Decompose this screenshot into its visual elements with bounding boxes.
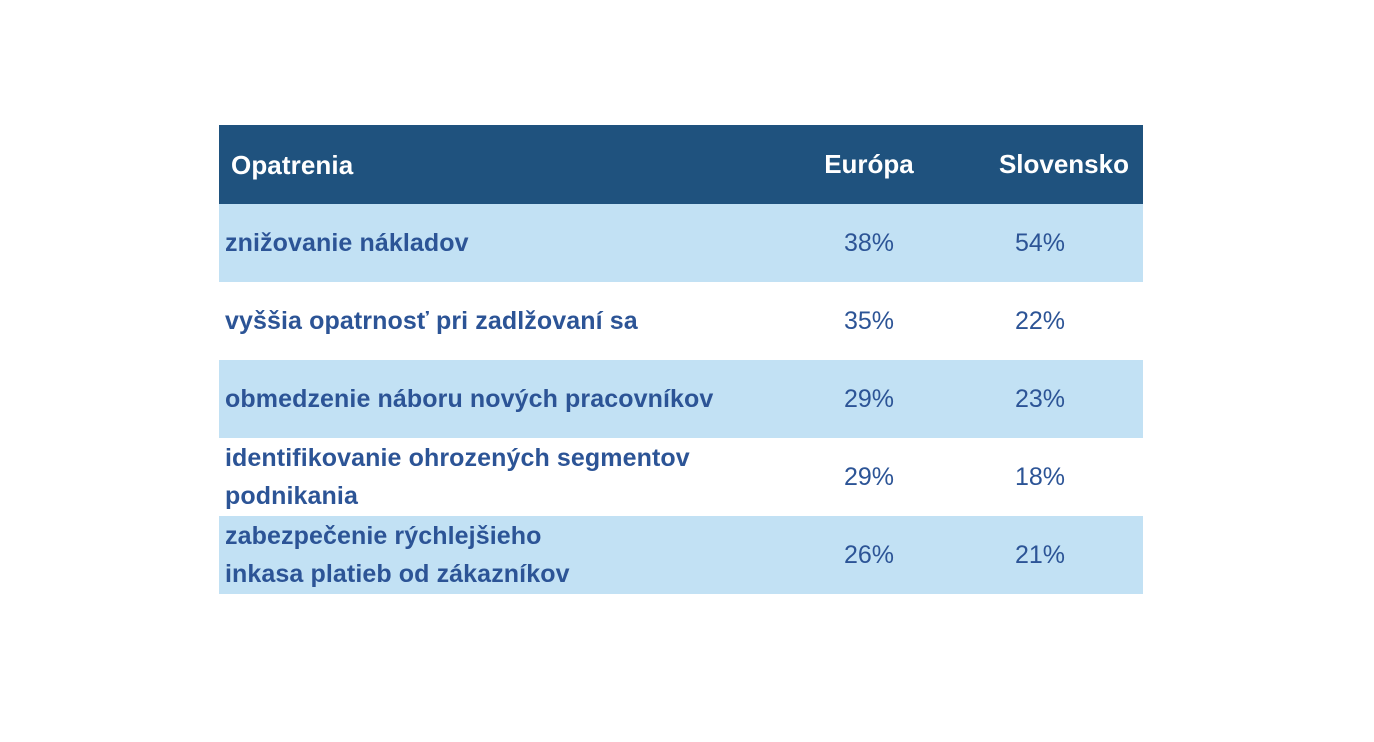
- table-row: zabezpečenie rýchlejšieho inkasa platieb …: [219, 516, 1143, 594]
- row-label-line: zabezpečenie rýchlejšieho: [225, 522, 542, 550]
- table-row: identifikovanie ohrozených segmentov podn…: [219, 438, 1143, 516]
- cell-europa: 29%: [843, 462, 895, 491]
- row-label-line: vyššia opatrnosť pri zadlžovaní sa: [225, 307, 638, 335]
- cell-europa: 29%: [843, 384, 895, 413]
- row-label: vyššia opatrnosť pri zadlžovaní sa: [219, 302, 801, 340]
- cell-europa: 26%: [843, 540, 895, 569]
- table-row: obmedzenie náboru nových pracovníkov 29% 2…: [219, 360, 1143, 438]
- cell-slovensko: 23%: [1014, 384, 1066, 413]
- row-label-line: obmedzenie náboru nových pracovníkov: [225, 385, 714, 413]
- row-label: obmedzenie náboru nových pracovníkov: [219, 380, 801, 418]
- header-opatrenia: Opatrenia: [231, 149, 354, 180]
- table-header: Opatrenia Európa Slovensko: [219, 125, 1143, 204]
- cell-europa: 35%: [843, 306, 895, 335]
- table-row: vyššia opatrnosť pri zadlžovaní sa 35% 22%: [219, 282, 1143, 360]
- header-slovensko: Slovensko: [998, 149, 1129, 179]
- cell-slovensko: 21%: [1014, 540, 1066, 569]
- row-label-line: identifikovanie ohrozených segmentov: [225, 444, 690, 472]
- row-label-line: znižovanie nákladov: [225, 229, 469, 257]
- row-label-line: podnikania: [225, 482, 358, 510]
- cell-slovensko: 54%: [1014, 228, 1066, 257]
- row-label: znižovanie nákladov: [219, 224, 801, 262]
- table-body: znižovanie nákladov 38% 54% vyššia opatrnos…: [219, 204, 1143, 594]
- cell-slovensko: 22%: [1014, 306, 1066, 335]
- row-label: zabezpečenie rýchlejšieho inkasa platieb …: [219, 517, 801, 593]
- cell-europa: 38%: [843, 228, 895, 257]
- header-europa: Európa: [824, 149, 914, 179]
- row-label: identifikovanie ohrozených segmentov podn…: [219, 439, 801, 515]
- table-row: znižovanie nákladov 38% 54%: [219, 204, 1143, 282]
- cell-slovensko: 18%: [1014, 462, 1066, 491]
- measures-table: Opatrenia Európa Slovensko znižovanie ná…: [219, 125, 1143, 594]
- row-label-line: inkasa platieb od zákazníkov: [225, 560, 570, 588]
